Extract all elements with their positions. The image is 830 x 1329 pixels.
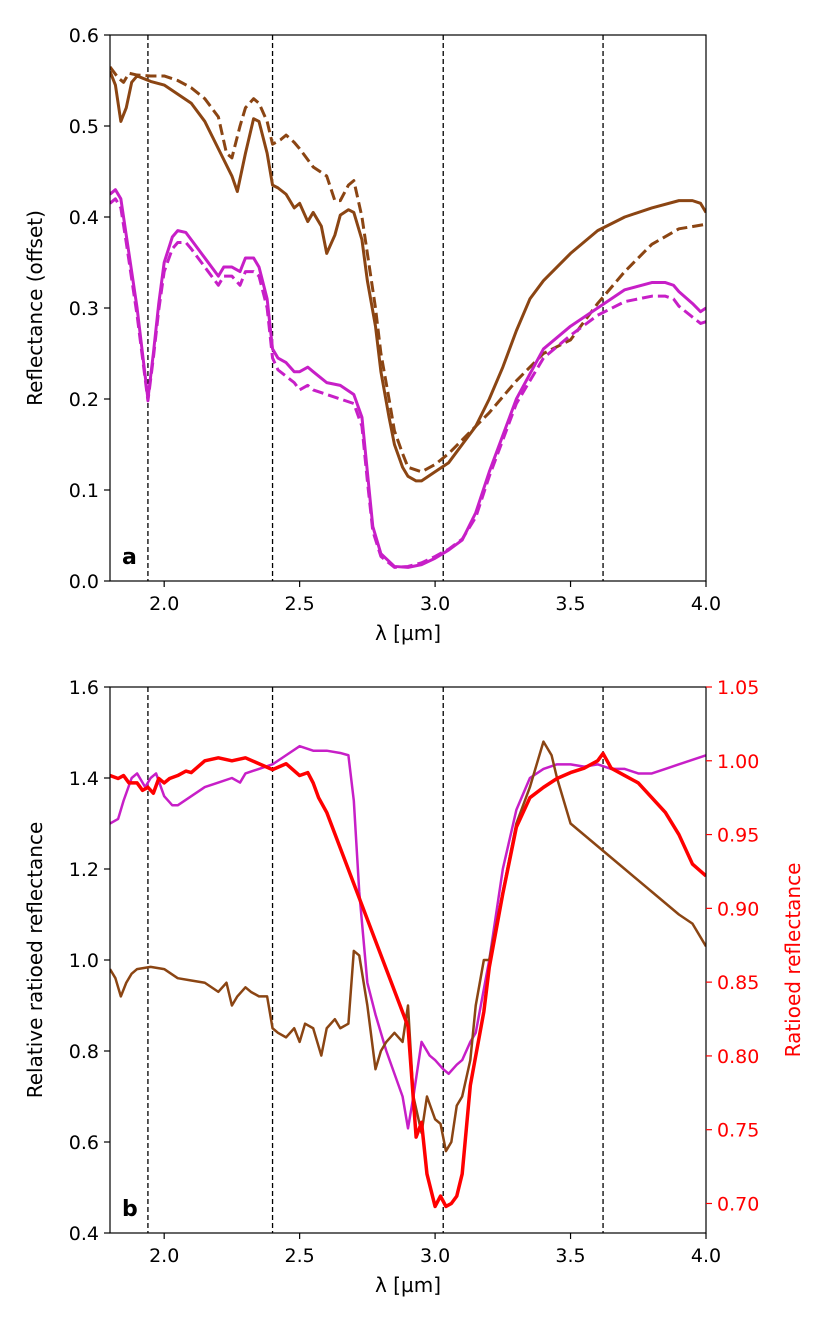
panel-b-y-tick-label: 1.6 [69,677,99,699]
panel-b-x-tick-label: 3.0 [420,1245,450,1267]
panel-b: 2.0 2.5 3.0 3.5 4.0 0.4 0.6 0.8 1.0 1.2 1.4 1.6 0.… [23,677,805,1297]
panel-a-y-tick-label: 0.6 [69,25,99,47]
panel-b-series [110,740,706,1209]
panel-b-series-brown [110,740,706,1153]
panel-b-x-tick-label: 2.5 [285,1245,315,1267]
panel-a-y-tick-label: 0.4 [69,207,99,229]
panel-b-right-y-tick-label: 0.80 [717,1046,759,1068]
panel-b-x-axis-label: λ [µm] [375,1273,441,1297]
panel-b-y-tick-label: 0.4 [69,1223,99,1245]
panel-b-right-y-ticks: 0.70 0.75 0.80 0.85 0.90 0.95 1.00 1.05 [706,677,759,1215]
panel-b-y-tick-label: 1.2 [69,859,99,881]
panel-a-label: a [122,545,137,570]
panel-b-series-red [110,751,706,1209]
panel-a-series-brown-solid [110,70,706,483]
panel-b-reference-lines [147,687,604,1233]
panel-b-right-y-tick-label: 1.05 [717,677,759,699]
panel-b-x-tick-label: 3.5 [555,1245,585,1267]
panel-b-right-y-axis-label: Ratioed reflectance [781,863,805,1058]
panel-b-right-y-tick-label: 0.75 [717,1120,759,1142]
panel-a-y-tick-label: 0.0 [69,571,99,593]
panel-a-y-tick-label: 0.2 [69,389,99,411]
panel-a-x-tick-label: 4.0 [691,593,721,615]
panel-a-frame [109,34,707,582]
panel-a: 2.0 2.5 3.0 3.5 4.0 0.0 0.1 0.2 0.3 0.4 0.5 0.6 λ … [23,25,721,645]
panel-b-x-ticks: 2.0 2.5 3.0 3.5 4.0 [149,1233,721,1267]
panel-b-right-y-tick-label: 0.85 [717,972,759,994]
panel-a-series-magenta-solid [110,188,706,569]
panel-a-series-magenta-dashed [110,197,706,569]
panel-a-y-tick-label: 0.1 [69,480,99,502]
panel-b-label: b [122,1197,138,1222]
panel-b-y-tick-label: 1.0 [69,950,99,972]
panel-b-right-y-tick-label: 0.90 [717,898,759,920]
panel-b-series-magenta [110,744,706,1130]
panel-a-x-tick-label: 2.0 [149,593,179,615]
panel-b-right-y-tick-label: 1.00 [717,751,759,773]
panel-a-y-tick-label: 0.3 [69,298,99,320]
panel-a-y-tick-label: 0.5 [69,116,99,138]
panel-a-reference-lines [147,35,604,581]
panel-b-right-y-tick-label: 0.70 [717,1193,759,1215]
panel-a-series-brown-dashed [110,65,706,474]
panel-b-y-ticks: 0.4 0.6 0.8 1.0 1.2 1.4 1.6 [69,677,110,1245]
panel-a-x-tick-label: 2.5 [285,593,315,615]
panel-b-y-tick-label: 0.8 [69,1041,99,1063]
panel-a-x-tick-label: 3.0 [420,593,450,615]
panel-a-y-axis-label: Reflectance (offset) [23,210,47,406]
panel-b-y-tick-label: 0.6 [69,1132,99,1154]
panel-a-x-axis-label: λ [µm] [375,621,441,645]
panel-b-x-tick-label: 2.0 [149,1245,179,1267]
panel-b-y-tick-label: 1.4 [69,768,99,790]
panel-b-right-y-tick-label: 0.95 [717,825,759,847]
panel-b-x-tick-label: 4.0 [691,1245,721,1267]
panel-a-x-tick-label: 3.5 [555,593,585,615]
panel-a-x-ticks: 2.0 2.5 3.0 3.5 4.0 [149,581,721,615]
panel-b-y-axis-label: Relative ratioed reflectance [23,822,47,1099]
panel-a-series [110,65,706,569]
panel-a-y-ticks: 0.0 0.1 0.2 0.3 0.4 0.5 0.6 [69,25,110,593]
